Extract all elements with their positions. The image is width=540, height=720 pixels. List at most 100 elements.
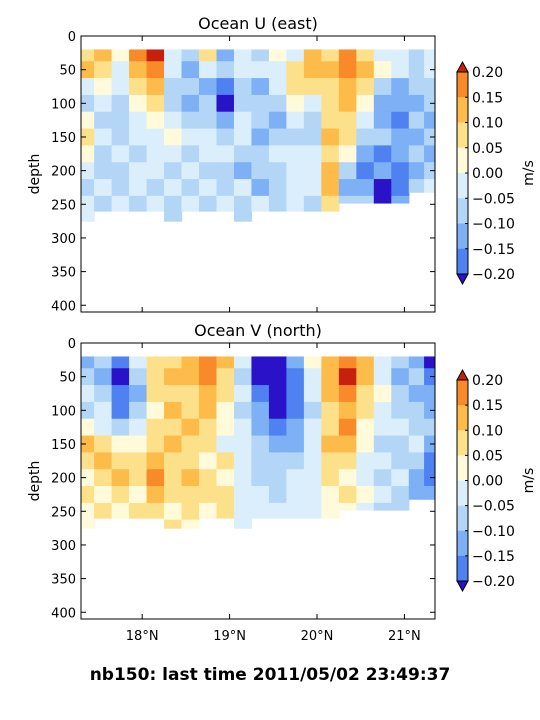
heatmap-cell xyxy=(233,435,253,453)
heatmap-cell xyxy=(424,179,435,193)
heatmap-cell xyxy=(268,452,288,470)
heatmap-cell xyxy=(129,111,148,130)
heatmap-cell xyxy=(356,452,375,470)
heatmap-cell xyxy=(356,195,375,204)
heatmap-cell xyxy=(251,94,270,113)
x-tick-label: 20°N xyxy=(301,629,334,644)
heatmap-cell xyxy=(373,94,392,113)
heatmap-cell xyxy=(181,356,200,369)
heatmap-cell xyxy=(356,401,375,420)
heatmap-cell xyxy=(373,418,392,437)
heatmap-cell xyxy=(391,418,410,437)
heatmap-cell xyxy=(268,61,288,79)
heatmap-cell xyxy=(303,78,322,96)
heatmap-cell xyxy=(94,502,113,519)
heatmap-cell xyxy=(129,145,148,163)
heatmap-cell xyxy=(233,61,253,79)
heatmap-cell xyxy=(164,502,183,521)
colorbar-tick-label: −0.05 xyxy=(472,499,515,515)
heatmap-cell xyxy=(146,418,165,437)
heatmap-cell xyxy=(164,128,183,146)
heatmap-cell xyxy=(251,145,270,163)
heatmap-cell xyxy=(408,401,425,420)
heatmap-cell xyxy=(338,469,357,487)
heatmap-cell xyxy=(321,356,340,369)
heatmap-cell xyxy=(111,401,130,420)
heatmap-cell xyxy=(286,385,305,403)
heatmap-cell xyxy=(199,435,218,453)
heatmap-cell xyxy=(251,452,270,470)
heatmap-cell xyxy=(391,356,410,369)
heatmap-cell xyxy=(216,78,235,96)
heatmap-cell xyxy=(164,61,183,79)
heatmap-cell xyxy=(268,435,288,453)
heatmap-cell xyxy=(408,452,425,470)
colorbar-tick-label: 0.10 xyxy=(472,423,503,439)
heatmap-cell xyxy=(321,179,340,197)
heatmap-cell xyxy=(111,435,130,453)
heatmap-cell xyxy=(94,94,113,113)
heatmap-cell xyxy=(251,49,270,62)
heatmap-cell xyxy=(111,486,130,504)
heatmap-cell xyxy=(408,469,425,487)
heatmap-cell xyxy=(146,385,165,403)
heatmap-cell xyxy=(94,145,113,163)
heatmap-cell xyxy=(81,195,95,214)
heatmap-cell xyxy=(181,145,200,163)
heatmap-cell xyxy=(111,111,130,130)
heatmap-cell xyxy=(129,162,148,180)
heatmap-cell xyxy=(181,486,200,504)
colorbar-tick-label: 0.15 xyxy=(472,398,503,414)
heatmap-cell xyxy=(181,418,200,437)
heatmap-cell xyxy=(251,128,270,146)
heatmap-cell xyxy=(268,418,288,437)
heatmap-cell xyxy=(216,179,235,197)
heatmap-cell xyxy=(216,502,235,519)
heatmap-cell xyxy=(164,401,183,420)
heatmap-cell xyxy=(356,502,375,511)
heatmap-cell xyxy=(424,162,435,180)
colorbar-extend-min xyxy=(456,580,469,593)
heatmap-cell xyxy=(373,111,392,130)
heatmap-cell xyxy=(146,502,165,519)
heatmap-cell xyxy=(164,519,183,529)
heatmap-cell xyxy=(129,49,148,62)
heatmap-cell xyxy=(146,49,165,62)
colorbar-segment xyxy=(457,198,468,224)
heatmap-cell xyxy=(391,401,410,420)
heatmap-cell xyxy=(216,94,235,113)
colorbar-tick-label: 0.20 xyxy=(472,373,503,389)
heatmap-cell xyxy=(373,356,392,369)
heatmap-cell xyxy=(373,78,392,96)
heatmap-cell xyxy=(286,78,305,96)
heatmap-cell xyxy=(233,179,253,197)
heatmap-cell xyxy=(321,94,340,113)
heatmap-cell xyxy=(199,111,218,130)
colorbar-segment xyxy=(457,455,468,482)
heatmap-cell xyxy=(338,418,357,437)
heatmap-cell xyxy=(356,486,375,504)
heatmap-cell xyxy=(129,356,148,369)
heatmap-cell xyxy=(424,356,435,369)
heatmap-cell xyxy=(408,418,425,437)
heatmap-cell xyxy=(356,78,375,96)
heatmap-cell xyxy=(338,356,357,369)
heatmap-cell xyxy=(286,195,305,212)
colorbar-segment xyxy=(457,173,468,199)
heatmap-cell xyxy=(81,469,95,487)
heatmap-cell xyxy=(303,61,322,79)
panel-ocean-v: Ocean V (north) 0 50 100 150 200 250 300 350 400 1… xyxy=(27,321,537,644)
heatmap-cell xyxy=(268,49,288,62)
heatmap-cell xyxy=(373,162,392,180)
heatmap-cell xyxy=(199,502,218,519)
colorbar-tick-label: 0.20 xyxy=(472,65,503,81)
heatmap-cell xyxy=(94,356,113,369)
colorbar-segment xyxy=(457,380,468,406)
heatmap-cell xyxy=(286,179,305,197)
heatmap-cell xyxy=(338,145,357,163)
heatmap-cell xyxy=(164,195,183,214)
heatmap-cell xyxy=(338,385,357,403)
y-tick-label: 300 xyxy=(51,539,76,554)
heatmap-cell xyxy=(268,111,288,130)
heatmap-cell xyxy=(321,61,340,79)
